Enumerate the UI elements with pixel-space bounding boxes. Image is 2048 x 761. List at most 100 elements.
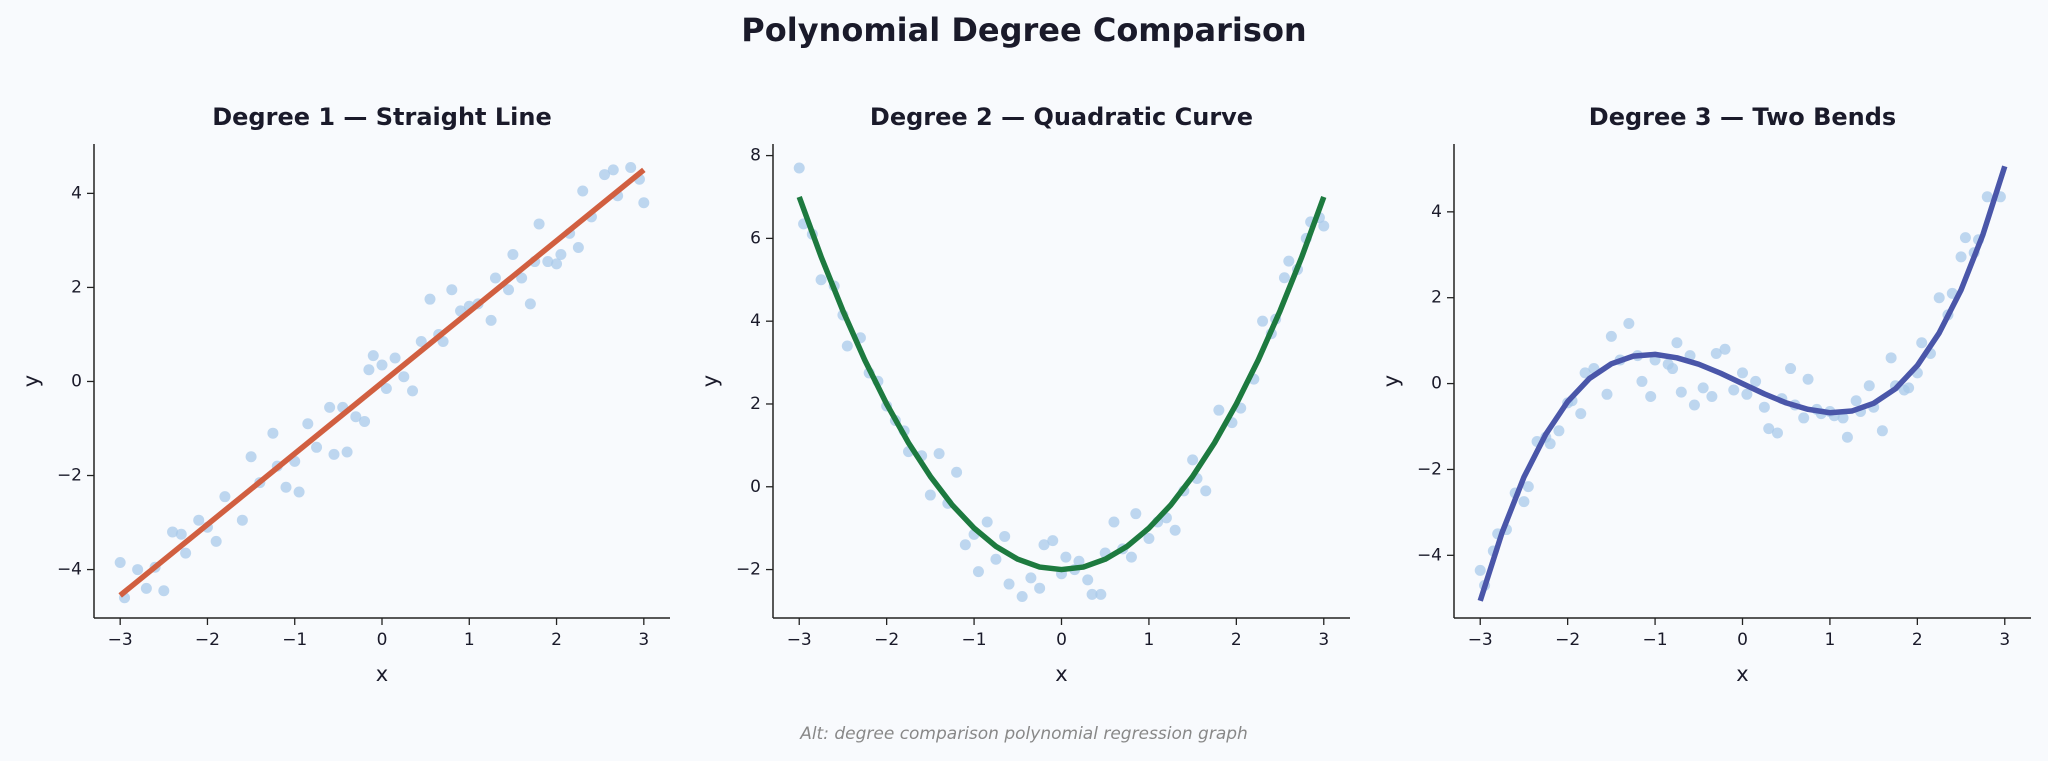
point (167, 526, 179, 538)
x-tick-label: −1 (282, 630, 307, 650)
y-tick-label: 4 (71, 183, 82, 203)
y-axis-label: y (19, 375, 43, 387)
panel-title: Degree 2 — Quadratic Curve (870, 103, 1253, 131)
x-tick-label: −2 (1555, 630, 1580, 650)
point (924, 489, 936, 501)
x-tick-label: 2 (1912, 630, 1923, 650)
y-tick-label: 6 (750, 228, 761, 248)
point (1016, 590, 1028, 602)
y-tick-label: 0 (1431, 374, 1442, 394)
point (1750, 375, 1762, 387)
point (516, 272, 528, 284)
point (625, 162, 637, 174)
point (793, 162, 805, 174)
point (193, 514, 205, 526)
point (1850, 395, 1862, 407)
point (158, 585, 170, 597)
point (359, 415, 371, 427)
point (267, 427, 279, 439)
point (219, 491, 231, 503)
point (1605, 330, 1617, 342)
y-tick-label: −4 (57, 560, 82, 580)
point (1553, 425, 1565, 437)
y-tick-label: 4 (750, 311, 761, 331)
point (1667, 363, 1679, 375)
x-axis-label: x (1055, 662, 1067, 686)
point (341, 446, 353, 458)
fit-curve (1477, 165, 2008, 602)
y-tick-label: −2 (57, 466, 82, 486)
point (1187, 454, 1199, 466)
point (542, 256, 554, 268)
point (933, 448, 945, 460)
point (524, 298, 536, 310)
point (1200, 485, 1212, 497)
point (555, 249, 567, 261)
point (1518, 496, 1530, 508)
y-tick-label: −4 (1417, 545, 1442, 565)
x-tick-label: 1 (1825, 630, 1836, 650)
x-tick-label: 3 (1999, 630, 2010, 650)
x-tick-label: 2 (551, 630, 562, 650)
fit-curve (118, 167, 646, 598)
footnote: Alt: degree comparison polynomial regres… (799, 724, 1248, 744)
point (324, 401, 336, 413)
point (367, 350, 379, 362)
point (1143, 533, 1155, 545)
x-tick-label: −1 (1643, 630, 1668, 650)
point (424, 293, 436, 305)
point (1086, 588, 1098, 600)
point (489, 272, 501, 284)
point (1758, 401, 1770, 413)
point (1623, 317, 1635, 329)
point (1169, 524, 1181, 536)
x-tick-label: −3 (108, 630, 133, 650)
y-tick-label: −2 (736, 560, 761, 580)
point (1959, 232, 1971, 244)
fit-curve (796, 196, 1327, 573)
point (1863, 380, 1875, 392)
point (1916, 337, 1928, 349)
panel-title: Degree 1 — Straight Line (212, 103, 552, 131)
point (293, 486, 305, 498)
point (1082, 574, 1094, 586)
point (398, 371, 410, 383)
point (1213, 404, 1225, 416)
y-tick-label: 4 (1431, 202, 1442, 222)
x-tick-label: −3 (1468, 630, 1493, 650)
x-tick-label: −1 (962, 630, 987, 650)
point (485, 314, 497, 326)
point (1763, 423, 1775, 435)
point (350, 411, 362, 423)
point (1095, 588, 1107, 600)
point (1688, 399, 1700, 411)
x-tick-label: −3 (787, 630, 812, 650)
figure-title: Polynomial Degree Comparison (741, 11, 1306, 49)
point (577, 185, 589, 197)
point (1038, 539, 1050, 551)
point (1719, 343, 1731, 355)
x-tick-label: −2 (874, 630, 899, 650)
point (1283, 255, 1295, 267)
point (1125, 551, 1137, 563)
x-tick-label: 2 (1231, 630, 1242, 650)
point (1025, 572, 1037, 584)
point (981, 516, 993, 528)
point (1636, 375, 1648, 387)
point (551, 258, 563, 270)
point (951, 466, 963, 478)
point (1108, 516, 1120, 528)
point (407, 385, 419, 397)
y-tick-label: 8 (750, 146, 761, 166)
point (1073, 555, 1085, 567)
point (1697, 382, 1709, 394)
point (1710, 348, 1722, 360)
point (1785, 363, 1797, 375)
point (1903, 382, 1915, 394)
y-tick-label: 0 (750, 477, 761, 497)
point (1522, 481, 1534, 493)
point (380, 383, 392, 395)
point (1675, 386, 1687, 398)
y-tick-label: −2 (1417, 459, 1442, 479)
